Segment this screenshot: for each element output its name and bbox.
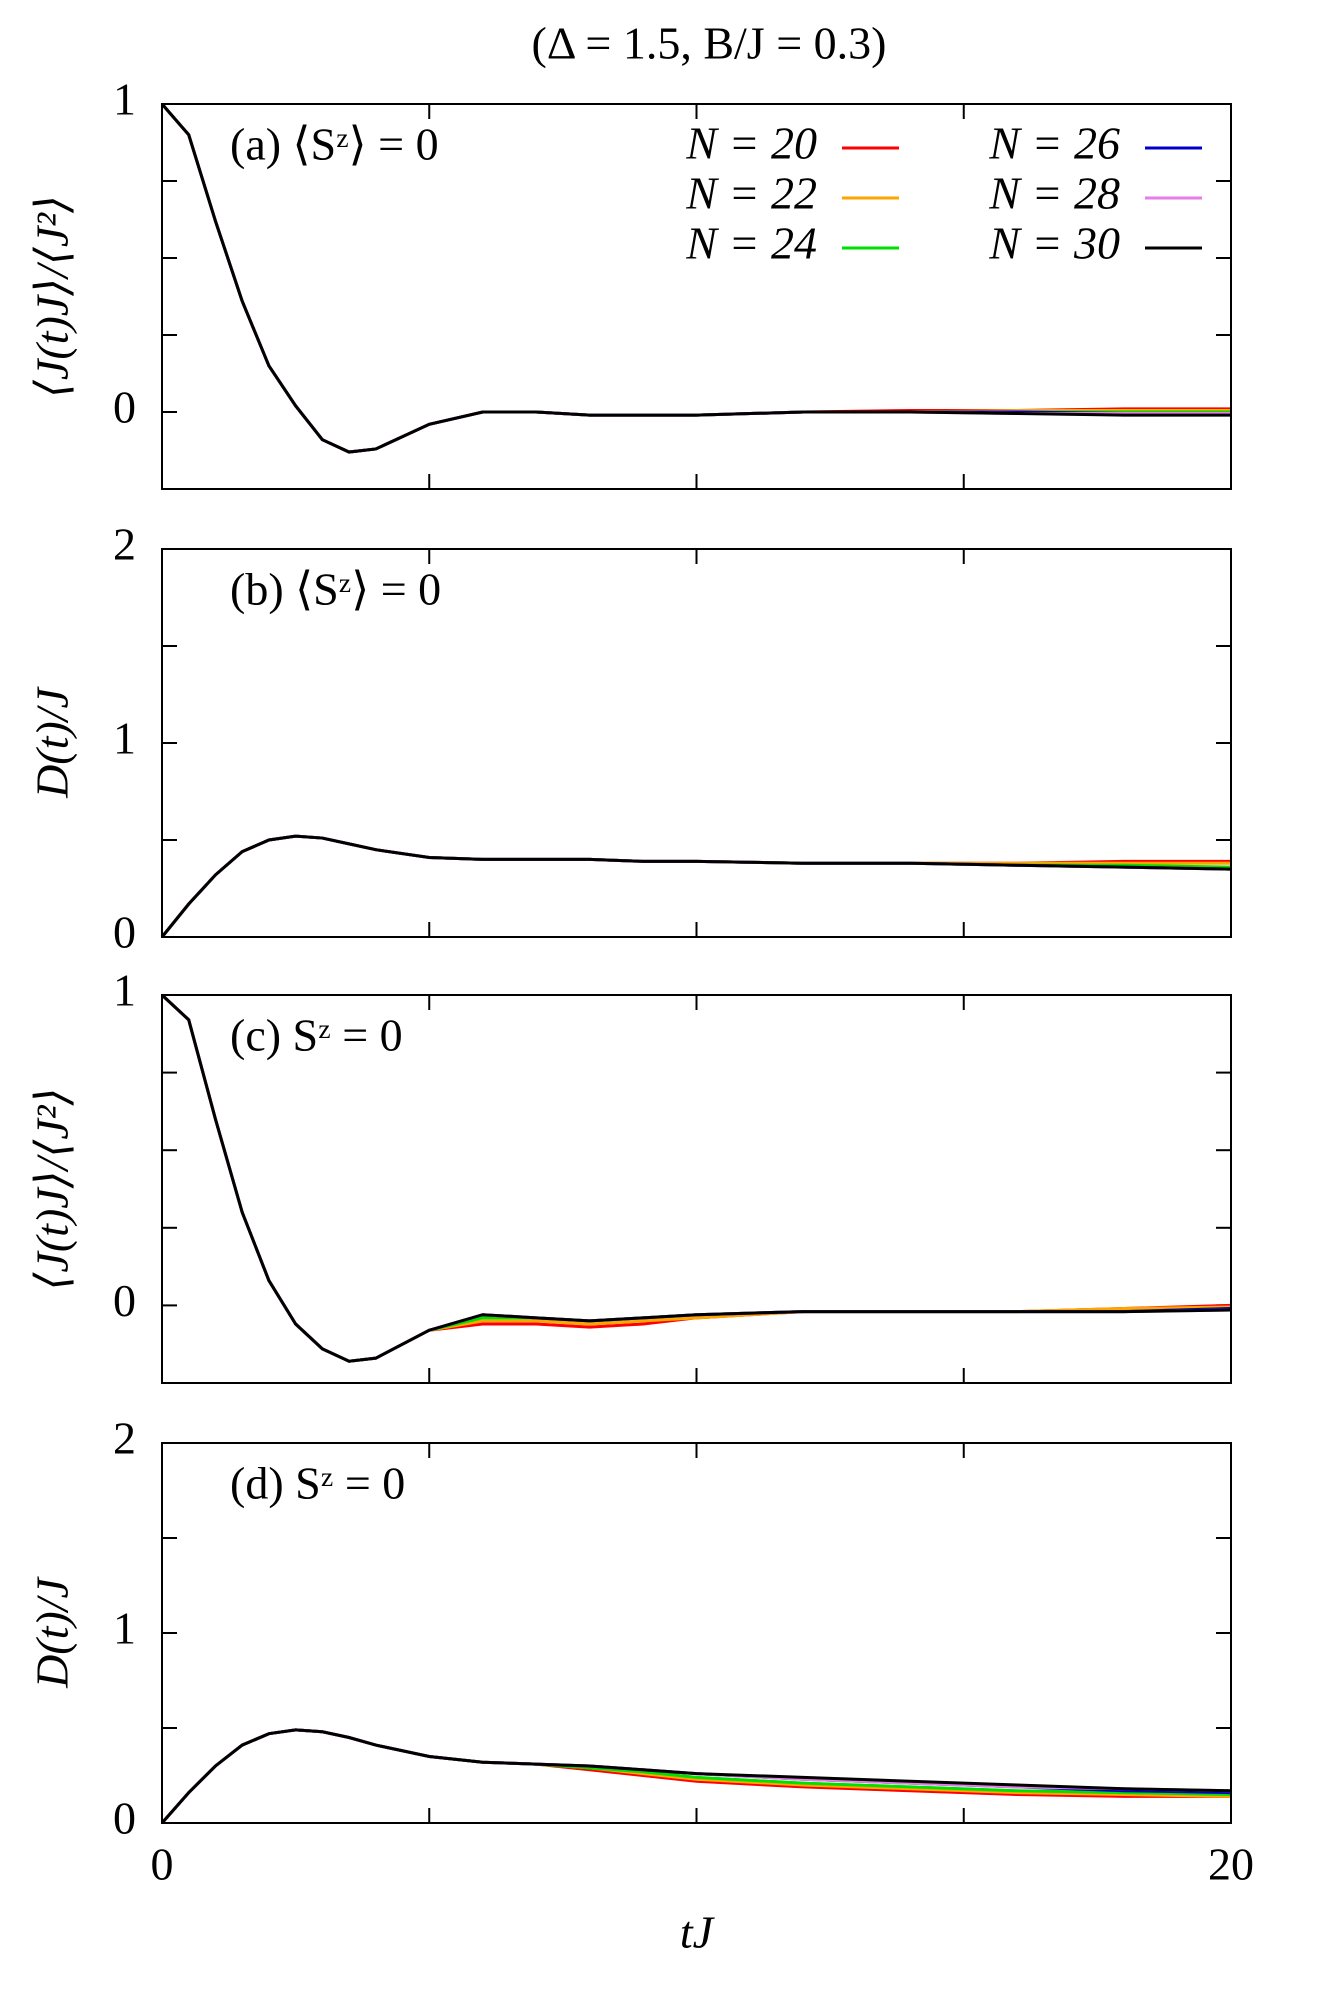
series-line — [160, 1728, 1232, 1824]
y-tick-label: 2 — [113, 1413, 136, 1464]
y-axis-label: ⟨J(t)J⟩/⟨J²⟩ — [27, 1087, 78, 1290]
series-line — [160, 834, 1232, 938]
panel-annotation: (a) ⟨Sᶻ⟩ = 0 — [230, 119, 439, 170]
panel-annotation: (b) ⟨Sᶻ⟩ = 0 — [230, 564, 441, 615]
legend-label: N = 28 — [988, 168, 1120, 219]
legend-label: N = 24 — [685, 218, 817, 269]
series-line — [160, 993, 1232, 1363]
plot-frame — [161, 994, 1232, 1384]
plot-frame — [161, 1442, 1232, 1824]
x-axis-label: tJ — [680, 1907, 716, 1958]
y-tick-label: 1 — [113, 713, 136, 764]
y-tick-label: 2 — [113, 519, 136, 570]
y-tick-label: 0 — [113, 907, 136, 958]
legend-label: N = 30 — [988, 218, 1120, 269]
legend-label: N = 22 — [685, 168, 817, 219]
y-tick-label: 1 — [113, 1603, 136, 1654]
figure-title: (Δ = 1.5, B/J = 0.3) — [532, 18, 887, 69]
panel-annotation: (c) Sᶻ = 0 — [230, 1010, 403, 1061]
legend-label: N = 26 — [988, 118, 1120, 169]
y-axis-label: ⟨J(t)J⟩/⟨J²⟩ — [27, 195, 78, 398]
y-tick-label: 0 — [113, 1275, 136, 1326]
series-line — [160, 103, 1231, 454]
series-line — [160, 834, 1232, 938]
y-axis-label: D(t)/J — [27, 686, 78, 799]
y-tick-label: 1 — [113, 965, 136, 1016]
y-tick-label: 1 — [113, 74, 136, 125]
plot-frame — [161, 548, 1232, 938]
y-tick-label: 0 — [113, 382, 136, 433]
series-line — [160, 834, 1232, 938]
series-line — [160, 834, 1231, 938]
x-tick-label: 20 — [1208, 1839, 1254, 1890]
legend-label: N = 20 — [685, 118, 817, 169]
y-tick-label: 0 — [113, 1793, 136, 1844]
panel-annotation: (d) Sᶻ = 0 — [230, 1458, 405, 1509]
series-line — [160, 834, 1232, 938]
x-tick-label: 0 — [151, 1839, 174, 1890]
series-line — [160, 834, 1231, 938]
y-axis-label: D(t)/J — [27, 1576, 78, 1689]
plot-frame — [161, 103, 1232, 490]
